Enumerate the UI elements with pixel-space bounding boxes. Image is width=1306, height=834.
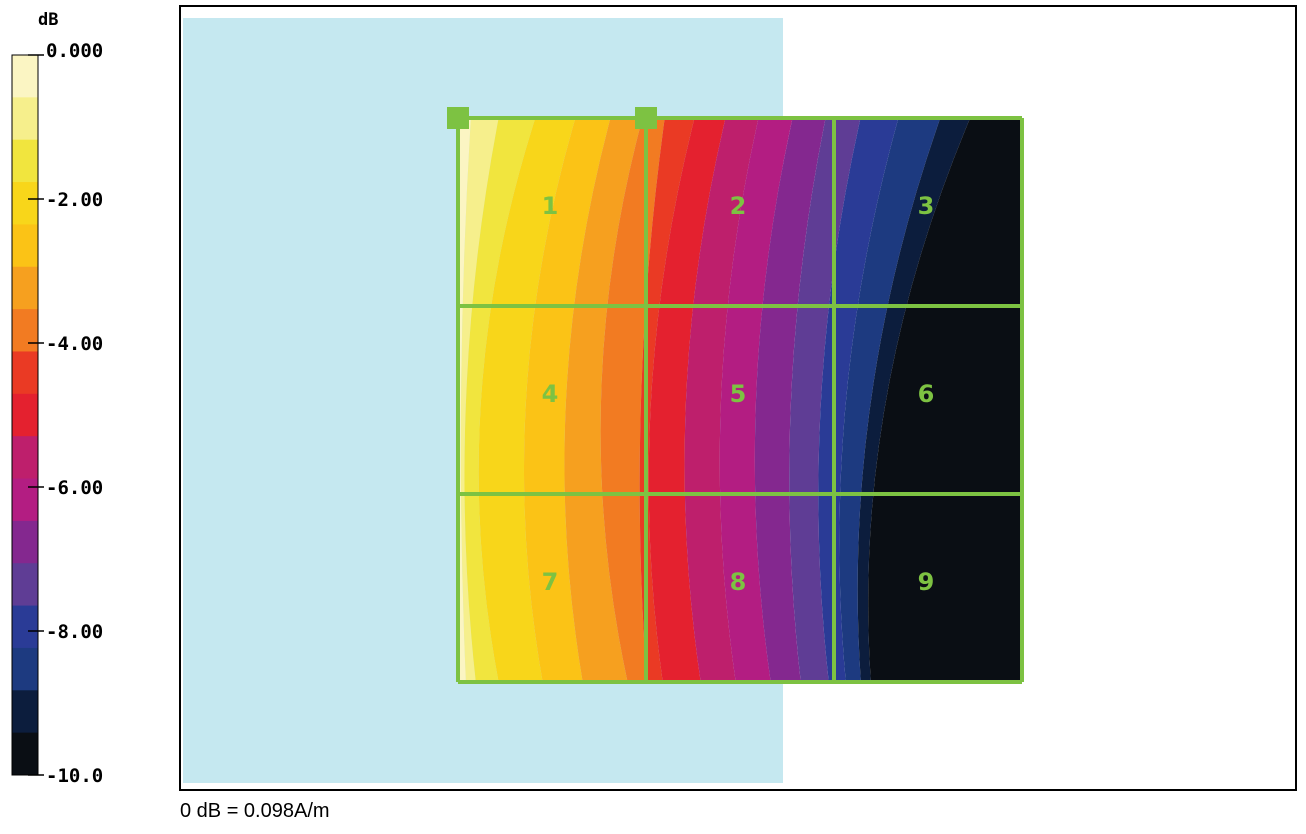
colorbar-swatch — [12, 436, 38, 480]
contour-bands — [458, 118, 1022, 682]
contour-band — [839, 118, 941, 682]
grid-corner-handle[interactable] — [447, 107, 469, 129]
colorbar-tick-label: -10.0 — [46, 765, 103, 787]
colorbar-swatch — [12, 478, 38, 522]
cell-label: 1 — [542, 192, 559, 220]
cell-label: 6 — [918, 380, 935, 408]
colorbar-swatch — [12, 732, 38, 776]
contour-band — [639, 118, 695, 682]
measurement-grid — [456, 116, 1024, 684]
plot-area: 1 2 3 4 5 6 7 8 9 — [179, 5, 1297, 791]
colorbar-swatch — [12, 520, 38, 564]
contour-band — [478, 118, 576, 682]
field-map: 1 2 3 4 5 6 7 8 9 — [183, 18, 1024, 783]
contour-band — [684, 118, 759, 682]
cell-label: 2 — [730, 192, 747, 220]
colorbar-swatch — [12, 139, 38, 183]
colorbar-swatch — [12, 266, 38, 310]
cell-label: 3 — [918, 192, 935, 220]
colorbar-swatch — [12, 351, 38, 395]
contour-band — [789, 118, 861, 682]
contour-band — [868, 118, 1022, 682]
reference-note: 0 dB = 0.098A/m — [180, 800, 330, 822]
cell-label: 4 — [542, 380, 559, 408]
cell-labels: 1 2 3 4 5 6 7 8 9 — [542, 192, 935, 596]
colorbar-tick-label: -8.00 — [46, 621, 103, 643]
colorbar-swatch — [12, 563, 38, 607]
colorbar-swatch — [12, 224, 38, 268]
cell-label: 8 — [730, 568, 747, 596]
contour-band — [754, 118, 826, 682]
colorbar-ticks: 0.000 -2.00 -4.00 -6.00 -8.00 -10.0 — [28, 40, 103, 787]
contour-band — [857, 118, 971, 682]
colorbar-swatches — [11, 54, 39, 776]
contour-band — [719, 118, 793, 682]
colorbar-swatch — [12, 393, 38, 437]
colorbar-swatch — [12, 647, 38, 691]
contour-band — [458, 118, 471, 682]
contour-band — [648, 118, 726, 682]
contour-band — [600, 118, 665, 682]
contour-band — [460, 118, 499, 682]
contour-band — [524, 118, 611, 682]
colorbar-border — [11, 54, 39, 776]
colorbar-swatch — [12, 690, 38, 734]
colorbar-tick-label: -6.00 — [46, 477, 103, 499]
colorbar-tick-label: 0.000 — [46, 40, 103, 62]
contour-band — [464, 118, 536, 682]
colorbar-swatch — [12, 309, 38, 352]
colorbar-swatch — [12, 605, 38, 649]
contour-band — [564, 118, 643, 682]
contour-band — [818, 118, 899, 682]
colorbar-swatch — [12, 182, 38, 225]
colorbar-unit-label: dB — [38, 10, 58, 30]
grid-corner-handle[interactable] — [635, 107, 657, 129]
colorbar-tick-label: -4.00 — [46, 333, 103, 355]
colorbar-swatch — [12, 97, 38, 141]
colorbar-tick-label: -2.00 — [46, 189, 103, 211]
cell-label: 5 — [730, 380, 747, 408]
colorbar-swatch — [12, 55, 38, 98]
cell-label: 9 — [918, 568, 935, 596]
cell-label: 7 — [542, 568, 559, 596]
colorbar-legend: dB 0.000 -2.00 -4.00 -6.00 -8.00 -10.0 — [11, 10, 103, 787]
